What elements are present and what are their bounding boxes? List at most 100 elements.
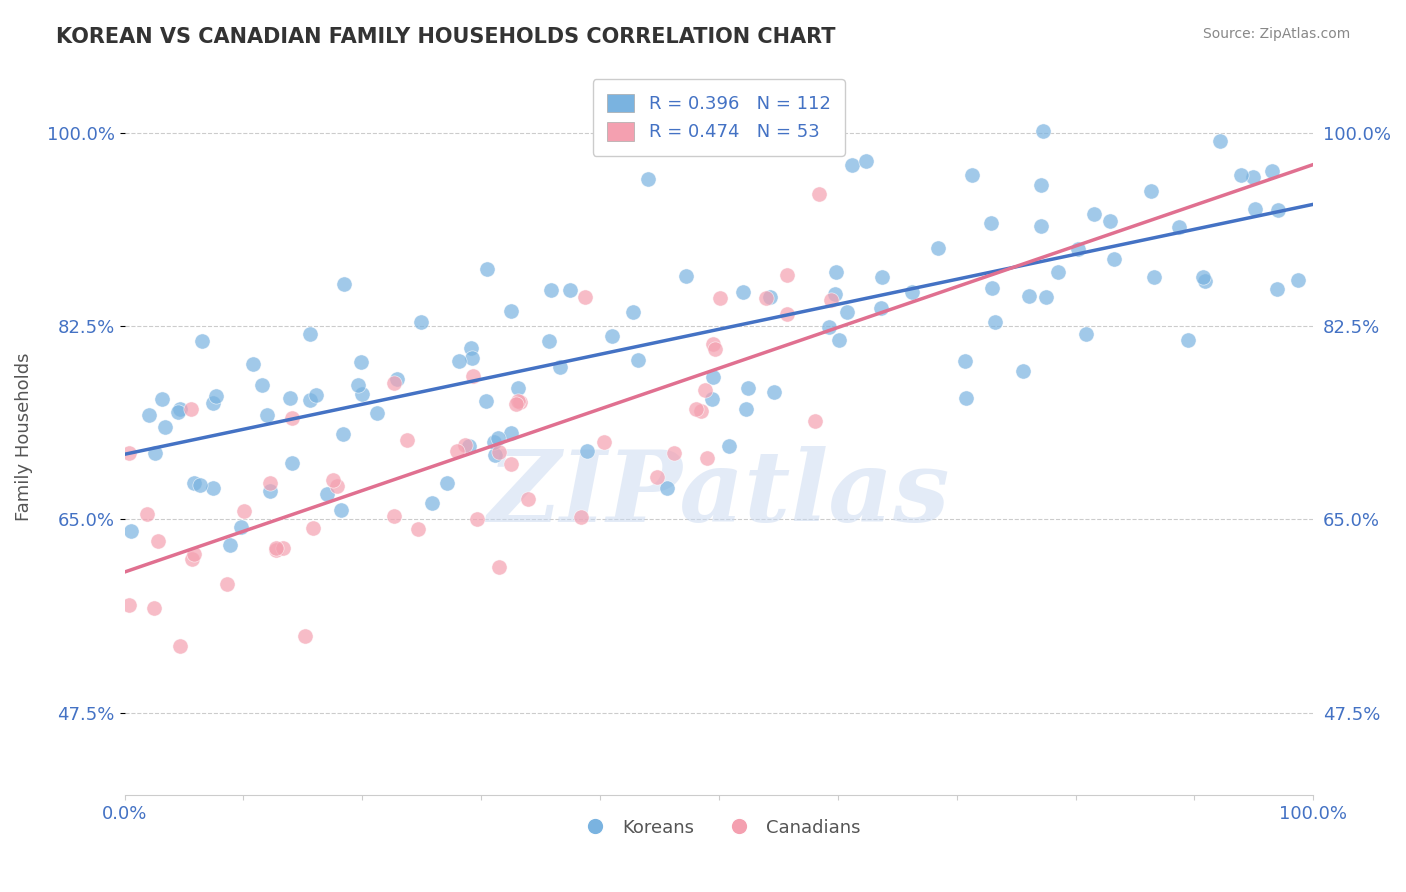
Point [229,520,252,534]
Point [188,478,211,492]
Point [461,369,484,384]
Point [181,551,204,566]
Point [804,414,827,428]
Point [1261,163,1284,178]
Point [758,290,780,304]
Point [980,216,1002,230]
Point [118,598,141,612]
Point [242,357,264,371]
Point [621,304,644,318]
Point [1083,207,1105,221]
Point [655,481,678,495]
Point [322,473,344,487]
Point [754,291,776,305]
Point [447,354,470,368]
Point [637,172,659,186]
Point [120,524,142,539]
Point [517,491,540,506]
Point [271,541,294,555]
Point [333,277,356,291]
Point [252,378,274,392]
Point [299,393,322,408]
Point [350,386,373,401]
Point [702,369,724,384]
Point [183,547,205,561]
Point [146,533,169,548]
Point [506,381,529,395]
Point [169,401,191,416]
Point [1286,273,1309,287]
Point [724,135,747,149]
Point [737,381,759,395]
Point [183,475,205,490]
Point [143,446,166,460]
Point [558,284,581,298]
Point [709,291,731,305]
Y-axis label: Family Households: Family Households [15,352,32,521]
Point [1011,364,1033,378]
Point [453,437,475,451]
Point [1209,134,1232,148]
Point [1074,327,1097,342]
Point [1194,274,1216,288]
Point [259,483,281,498]
Point [475,261,498,276]
Point [841,158,863,172]
Point [155,420,177,434]
Point [704,342,727,356]
Point [776,307,799,321]
Point [508,394,530,409]
Point [1177,333,1199,347]
Point [460,341,482,355]
Point [1143,270,1166,285]
Point [191,334,214,348]
Point [501,304,523,318]
Point [718,439,741,453]
Point [870,301,893,316]
Point [662,446,685,460]
Point [693,383,716,397]
Point [1243,202,1265,216]
Point [690,404,713,418]
Point [675,268,697,283]
Point [953,354,976,368]
Point [201,481,224,495]
Point [302,521,325,535]
Point [509,395,531,409]
Point [501,425,523,440]
Point [484,448,506,462]
Point [346,378,368,392]
Point [627,352,650,367]
Point [259,475,281,490]
Point [685,402,707,417]
Point [1267,202,1289,217]
Point [537,334,560,349]
Point [1046,265,1069,279]
Point [233,504,256,518]
Point [316,486,339,500]
Point [1098,214,1121,228]
Point [505,397,527,411]
Legend: Koreans, Canadians: Koreans, Canadians [569,812,868,844]
Point [382,376,405,391]
Point [955,392,977,406]
Point [281,410,304,425]
Point [593,435,616,450]
Point [962,169,984,183]
Point [256,408,278,422]
Point [808,187,831,202]
Point [835,304,858,318]
Point [828,334,851,348]
Point [731,285,754,300]
Point [395,434,418,448]
Point [281,456,304,470]
Point [980,281,1002,295]
Point [484,434,506,449]
Point [1032,124,1054,138]
Point [488,559,510,574]
Point [1102,252,1125,267]
Point [1029,219,1052,233]
Point [167,405,190,419]
Point [169,639,191,653]
Point [735,402,758,417]
